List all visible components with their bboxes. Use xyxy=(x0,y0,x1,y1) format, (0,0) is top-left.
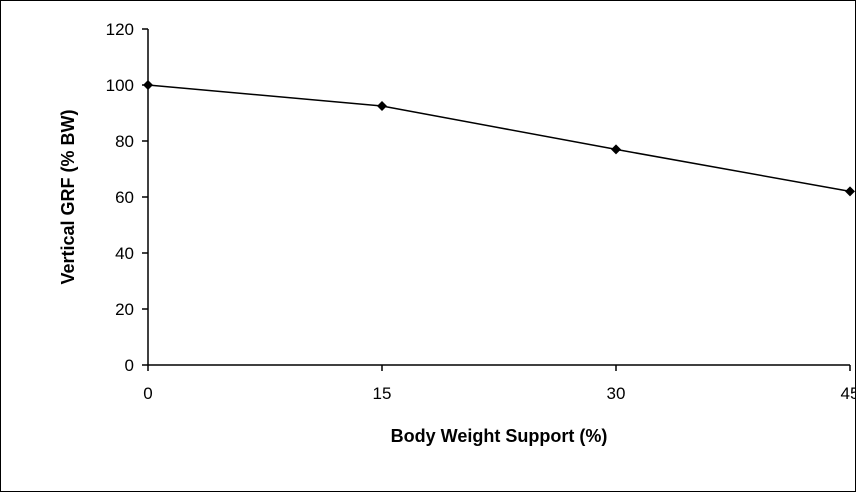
x-tick-label: 0 xyxy=(143,384,152,403)
x-axis-title: Body Weight Support (%) xyxy=(391,426,608,446)
y-tick-label: 0 xyxy=(125,356,134,375)
x-ticks: 0 15 30 45 xyxy=(143,365,856,403)
x-tick-label: 15 xyxy=(373,384,392,403)
y-axis-title: Vertical GRF (% BW) xyxy=(58,109,78,284)
data-point-marker xyxy=(611,144,621,155)
y-tick-label: 20 xyxy=(115,300,134,319)
axes xyxy=(147,29,850,366)
series-line xyxy=(147,84,851,193)
x-tick-label: 30 xyxy=(607,384,626,403)
y-tick-label: 120 xyxy=(106,20,134,39)
y-tick-label: 40 xyxy=(115,244,134,263)
y-tick-label: 100 xyxy=(106,76,134,95)
series-group xyxy=(143,80,855,197)
data-point-marker xyxy=(377,101,387,111)
data-point-marker xyxy=(143,80,153,90)
y-ticks: 0 20 40 60 80 100 120 xyxy=(106,20,148,375)
y-tick-label: 60 xyxy=(115,188,134,207)
x-tick-label: 45 xyxy=(841,384,856,403)
y-tick-label: 80 xyxy=(115,132,134,151)
data-point-marker xyxy=(845,186,855,197)
